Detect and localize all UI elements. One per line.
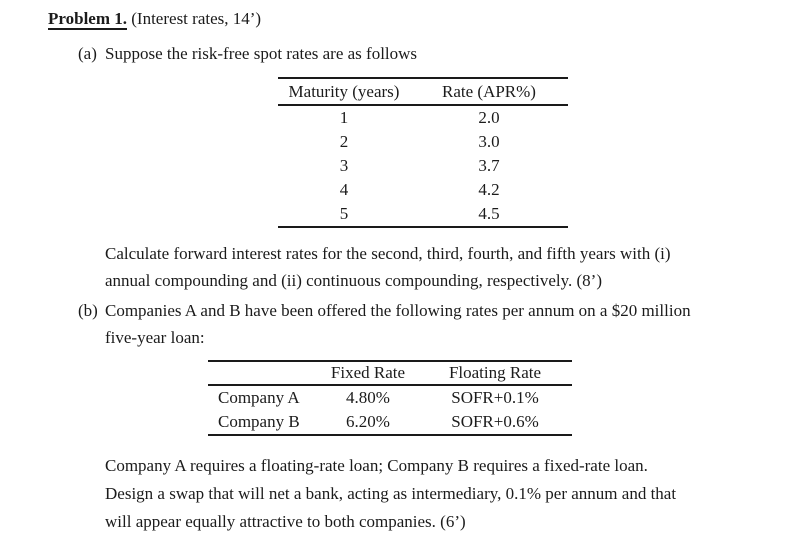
table-row: 3 3.7 xyxy=(278,154,568,178)
spot-rates-table: Maturity (years) Rate (APR%) 1 2.0 2 3.0… xyxy=(278,77,568,228)
part-b-question-line: will appear equally attractive to both c… xyxy=(105,512,466,531)
part-b-question-line: Design a swap that will net a bank, acti… xyxy=(105,484,677,503)
part-a-question-line: Calculate forward interest rates for the… xyxy=(105,244,671,263)
part-b-marker: (b) xyxy=(78,301,98,320)
floating-rate-cell: SOFR+0.1% xyxy=(451,388,539,407)
part-b-intro-text: Companies A and B have been offered the … xyxy=(105,297,691,351)
swap-rates-table: Fixed Rate Floating Rate Company A 4.80%… xyxy=(208,360,572,436)
problem-title-label: Problem 1. xyxy=(48,9,128,30)
part-b-intro-line: Companies A and B have been offered the … xyxy=(105,301,691,320)
swap-table-header-fixed: Fixed Rate xyxy=(330,363,406,382)
rate-cell: 4.5 xyxy=(478,204,500,223)
problem-title-subtitle: (Interest rates, 14’) xyxy=(127,9,262,28)
table-row: Company A 4.80% SOFR+0.1% xyxy=(208,386,572,410)
swap-table-header-floating: Floating Rate xyxy=(448,363,542,382)
part-a-intro-text: Suppose the risk-free spot rates are as … xyxy=(105,44,418,63)
part-a-question-line: annual compounding and (ii) continuous c… xyxy=(105,271,602,290)
rate-cell: 4.2 xyxy=(478,180,500,199)
part-a-intro: (a) Suppose the risk-free spot rates are… xyxy=(78,40,417,67)
part-b-intro-line: five-year loan: xyxy=(105,328,205,347)
fixed-rate-cell: 6.20% xyxy=(346,412,390,431)
rate-cell: 2.0 xyxy=(478,108,500,127)
table-row: Company B 6.20% SOFR+0.6% xyxy=(208,410,572,434)
swap-table-header-row: Fixed Rate Floating Rate xyxy=(208,362,572,386)
rate-cell: 3.0 xyxy=(478,132,500,151)
table-row: 2 3.0 xyxy=(278,130,568,154)
company-cell: Company A xyxy=(218,388,300,407)
maturity-cell: 2 xyxy=(339,132,349,151)
spot-table-header-row: Maturity (years) Rate (APR%) xyxy=(278,79,568,106)
company-cell: Company B xyxy=(218,412,300,431)
table-row: 4 4.2 xyxy=(278,178,568,202)
part-a-marker: (a) xyxy=(78,44,97,63)
spot-table-header-maturity: Maturity (years) xyxy=(288,81,400,101)
rate-cell: 3.7 xyxy=(478,156,500,175)
maturity-cell: 4 xyxy=(339,180,349,199)
spot-table-header-rate: Rate (APR%) xyxy=(442,81,536,101)
floating-rate-cell: SOFR+0.6% xyxy=(451,412,539,431)
maturity-cell: 3 xyxy=(339,156,349,175)
problem-title: Problem 1. (Interest rates, 14’) xyxy=(48,9,262,30)
part-b-question-line: Company A requires a floating-rate loan;… xyxy=(105,456,648,475)
part-b-intro: (b) Companies A and B have been offered … xyxy=(78,297,691,351)
fixed-rate-cell: 4.80% xyxy=(346,388,390,407)
table-row: 1 2.0 xyxy=(278,106,568,130)
maturity-cell: 5 xyxy=(339,204,349,223)
table-row: 5 4.5 xyxy=(278,202,568,226)
maturity-cell: 1 xyxy=(339,108,349,127)
part-b-question: Company A requires a floating-rate loan;… xyxy=(105,452,676,536)
part-a-question: Calculate forward interest rates for the… xyxy=(105,240,671,294)
